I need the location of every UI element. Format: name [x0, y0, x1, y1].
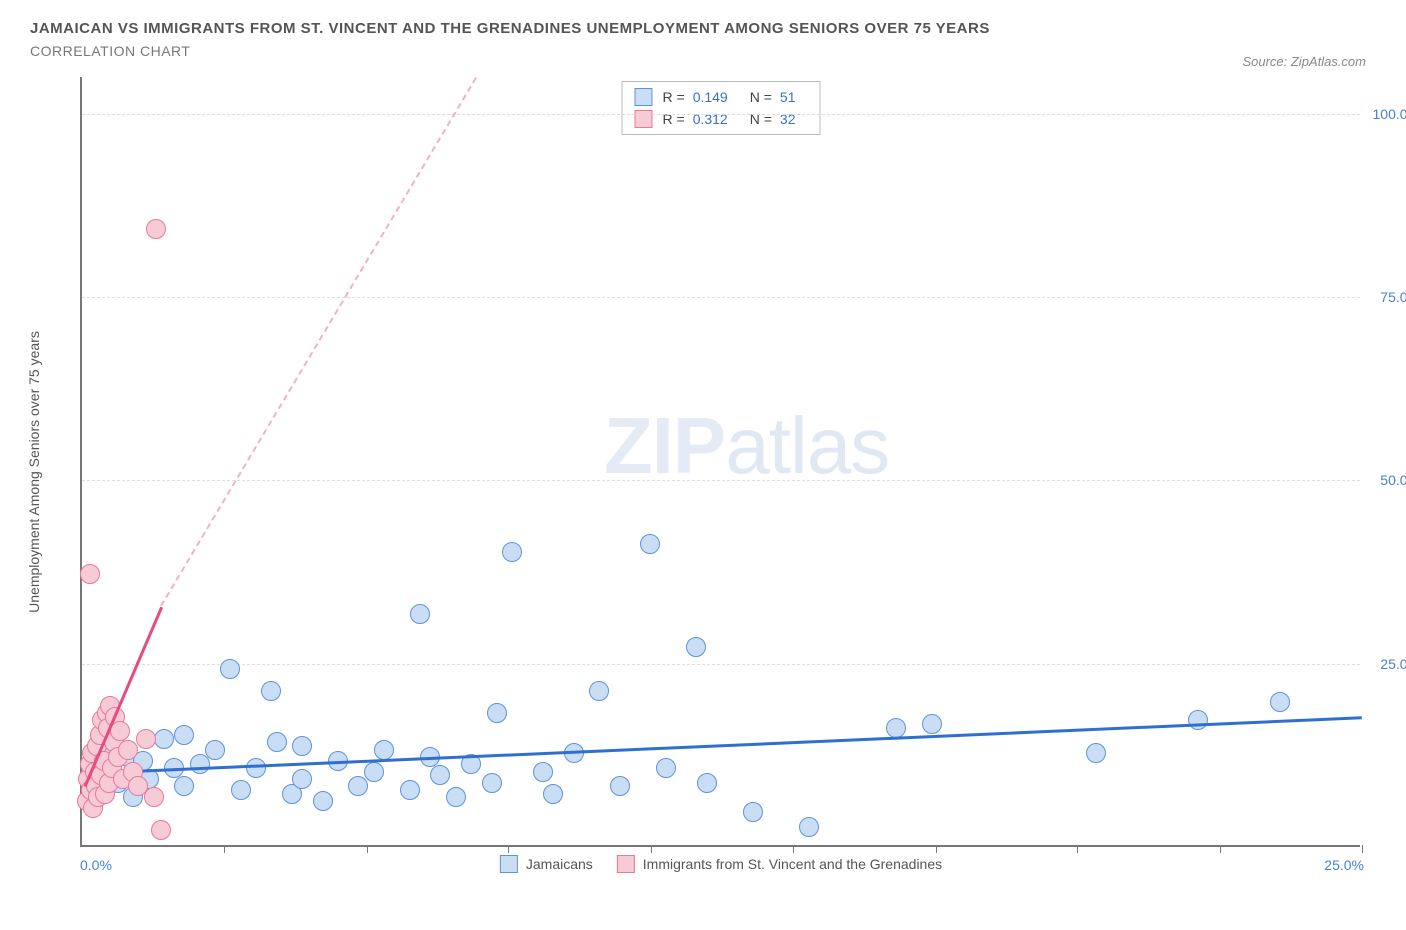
data-point: [80, 564, 100, 584]
chart-title: JAMAICAN VS IMMIGRANTS FROM ST. VINCENT …: [30, 20, 1376, 37]
stats-row: R = 0.149 N = 51: [635, 86, 808, 108]
data-point: [364, 762, 384, 782]
gridline: [82, 114, 1360, 115]
series-swatch: [635, 88, 653, 106]
gridline: [82, 480, 1360, 481]
source-name: ZipAtlas.com: [1291, 54, 1366, 69]
stats-row: R =0.312N =32: [635, 108, 808, 130]
data-point: [1086, 743, 1106, 763]
watermark: ZIPatlas: [604, 400, 889, 492]
data-point: [1270, 692, 1290, 712]
data-point: [686, 637, 706, 657]
data-point: [743, 802, 763, 822]
data-point: [146, 219, 166, 239]
legend-item: Jamaicans: [500, 855, 593, 873]
data-point: [292, 736, 312, 756]
x-tick: [793, 845, 794, 853]
data-point: [430, 765, 450, 785]
x-tick: [367, 845, 368, 853]
data-point: [487, 703, 507, 723]
data-point: [589, 681, 609, 701]
x-tick: [651, 845, 652, 853]
data-point: [656, 758, 676, 778]
source-attribution: Source: ZipAtlas.com: [1242, 54, 1366, 69]
legend-item: Immigrants from St. Vincent and the Gren…: [617, 855, 942, 873]
data-point: [267, 732, 287, 752]
chart-subtitle: CORRELATION CHART: [30, 43, 1376, 59]
x-tick: [1077, 845, 1078, 853]
data-point: [799, 817, 819, 837]
x-tick: [1362, 845, 1363, 853]
data-point: [482, 773, 502, 793]
trend-line: [161, 77, 478, 606]
data-point: [886, 718, 906, 738]
data-point: [446, 787, 466, 807]
data-point: [154, 729, 174, 749]
y-axis-label: Unemployment Among Seniors over 75 years: [26, 331, 42, 613]
x-tick: [508, 845, 509, 853]
legend-label: Immigrants from St. Vincent and the Gren…: [643, 856, 942, 872]
data-point: [1188, 710, 1208, 730]
data-point: [174, 776, 194, 796]
legend-swatch: [500, 855, 518, 873]
data-point: [261, 681, 281, 701]
data-point: [374, 740, 394, 760]
data-point: [502, 542, 522, 562]
r-label: R =: [663, 89, 685, 105]
data-point: [231, 780, 251, 800]
data-point: [610, 776, 630, 796]
data-point: [174, 725, 194, 745]
data-point: [400, 780, 420, 800]
data-point: [313, 791, 333, 811]
y-tick-label: 100.0%: [1373, 106, 1406, 122]
source-prefix: Source:: [1242, 54, 1290, 69]
x-axis-max-label: 25.0%: [1324, 857, 1364, 873]
r-value: 0.149: [693, 89, 728, 105]
watermark-bold: ZIP: [604, 401, 725, 490]
y-tick-label: 50.0%: [1380, 472, 1406, 488]
watermark-light: atlas: [725, 401, 889, 490]
x-axis-min-label: 0.0%: [80, 857, 112, 873]
data-point: [220, 659, 240, 679]
data-point: [292, 769, 312, 789]
data-point: [246, 758, 266, 778]
stats-box: R = 0.149 N = 51 R =0.312N =32: [622, 81, 821, 135]
data-point: [110, 721, 130, 741]
data-point: [640, 534, 660, 554]
data-point: [151, 820, 171, 840]
data-point: [922, 714, 942, 734]
legend-label: Jamaicans: [526, 856, 593, 872]
data-point: [410, 604, 430, 624]
data-point: [136, 729, 156, 749]
data-point: [118, 740, 138, 760]
data-point: [144, 787, 164, 807]
chart-container: Unemployment Among Seniors over 75 years…: [72, 77, 1372, 867]
data-point: [348, 776, 368, 796]
x-tick: [224, 845, 225, 853]
data-point: [533, 762, 553, 782]
data-point: [697, 773, 717, 793]
data-point: [190, 754, 210, 774]
data-point: [543, 784, 563, 804]
legend: Jamaicans Immigrants from St. Vincent and…: [500, 855, 942, 873]
gridline: [82, 664, 1360, 665]
plot-area: ZIPatlas R =0.149N =51R =0.312N =32 0.0%…: [80, 77, 1360, 847]
n-label: N =: [750, 89, 772, 105]
y-tick-label: 75.0%: [1380, 289, 1406, 305]
data-point: [205, 740, 225, 760]
x-tick: [1220, 845, 1221, 853]
n-value: 51: [780, 89, 796, 105]
legend-swatch: [617, 855, 635, 873]
gridline: [82, 297, 1360, 298]
x-tick: [936, 845, 937, 853]
y-tick-label: 25.0%: [1380, 656, 1406, 672]
